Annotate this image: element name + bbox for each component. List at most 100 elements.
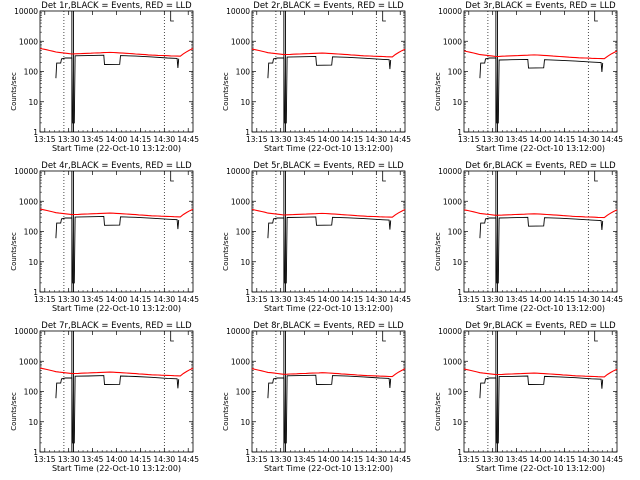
x-tick-label: 13:45 xyxy=(82,455,104,464)
y-axis-label: Counts/sec xyxy=(222,232,230,271)
x-axis-label: Start Time (22-Oct-10 13:12:00) xyxy=(52,304,181,313)
x-tick-label: 13:15 xyxy=(34,295,56,304)
plot-frame xyxy=(39,330,194,453)
x-tick-label: 13:45 xyxy=(294,135,316,144)
x-tick-label: 14:00 xyxy=(106,455,128,464)
x-tick-label: 13:30 xyxy=(482,455,504,464)
x-tick-label: 13:45 xyxy=(506,455,528,464)
x-tick-label: 14:45 xyxy=(601,135,623,144)
x-tick-label: 14:00 xyxy=(106,295,128,304)
x-tick-label: 13:30 xyxy=(482,135,504,144)
y-tick-label: 1000 xyxy=(231,357,250,366)
y-tick-label: 10000 xyxy=(226,7,250,16)
y-tick-label: 10 xyxy=(452,98,462,107)
x-tick-label: 13:15 xyxy=(34,135,56,144)
y-axis-label: Counts/sec xyxy=(434,72,442,111)
y-tick-label: 1000 xyxy=(19,37,38,46)
panel-det-8: Det 8r,BLACK = Events, RED = LLD 1 10 100 10… xyxy=(222,321,411,473)
y-tick-label: 1000 xyxy=(443,37,462,46)
y-tick-label: 1 xyxy=(245,448,250,457)
x-tick-label: 13:15 xyxy=(34,455,56,464)
events-series-line xyxy=(267,55,392,124)
y-tick-label: 10 xyxy=(240,258,250,267)
events-series-line xyxy=(479,375,604,444)
y-tick-label: 10 xyxy=(28,98,38,107)
x-tick-label: 13:30 xyxy=(270,295,292,304)
x-tick-label: 14:00 xyxy=(106,135,128,144)
panel-title: Det 4r,BLACK = Events, RED = LLD xyxy=(41,161,192,171)
panel-det-7: Det 7r,BLACK = Events, RED = LLD 1 10 100 10… xyxy=(10,321,199,473)
x-tick-label: 14:15 xyxy=(342,455,364,464)
y-tick-label: 1 xyxy=(33,288,38,297)
x-tick-label: 13:45 xyxy=(506,295,528,304)
plot-frame xyxy=(463,10,618,133)
y-tick-label: 100 xyxy=(24,388,39,397)
y-axis-label: Counts/sec xyxy=(434,232,442,271)
y-axis-label: Counts/sec xyxy=(222,392,230,431)
x-tick-label: 13:30 xyxy=(58,135,80,144)
y-tick-label: 1000 xyxy=(231,197,250,206)
x-axis-label: Start Time (22-Oct-10 13:12:00) xyxy=(476,464,605,473)
y-tick-label: 1000 xyxy=(443,357,462,366)
x-axis-label: Start Time (22-Oct-10 13:12:00) xyxy=(264,144,393,153)
x-tick-label: 14:45 xyxy=(389,295,411,304)
bracket-marker xyxy=(382,171,386,182)
y-tick-label: 1 xyxy=(33,128,38,137)
y-tick-label: 1000 xyxy=(19,197,38,206)
lld-series-line xyxy=(39,208,194,218)
lld-series-line xyxy=(39,47,194,57)
x-tick-label: 14:30 xyxy=(154,135,176,144)
panel-det-6: Det 6r,BLACK = Events, RED = LLD 1 10 100 10… xyxy=(434,161,623,313)
plot-frame xyxy=(39,170,194,293)
lld-series-line xyxy=(463,368,618,378)
panel-title: Det 3r,BLACK = Events, RED = LLD xyxy=(465,1,616,11)
x-tick-label: 14:15 xyxy=(130,135,152,144)
y-tick-label: 10 xyxy=(240,418,250,427)
y-tick-label: 10 xyxy=(452,258,462,267)
x-tick-label: 14:45 xyxy=(601,455,623,464)
x-tick-label: 14:15 xyxy=(342,295,364,304)
lld-series-line xyxy=(463,50,618,60)
x-tick-label: 14:00 xyxy=(318,295,340,304)
y-tick-label: 10 xyxy=(452,418,462,427)
x-tick-label: 14:30 xyxy=(366,135,388,144)
bracket-marker xyxy=(382,331,386,342)
y-tick-label: 10000 xyxy=(14,7,38,16)
y-tick-label: 100 xyxy=(24,68,39,77)
y-tick-label: 100 xyxy=(24,228,39,237)
x-tick-label: 14:30 xyxy=(578,295,600,304)
x-tick-label: 14:00 xyxy=(318,455,340,464)
x-tick-label: 13:15 xyxy=(458,295,480,304)
panel-det-5: Det 5r,BLACK = Events, RED = LLD 1 10 100 10… xyxy=(222,161,411,313)
y-tick-label: 1 xyxy=(457,448,462,457)
x-tick-label: 14:45 xyxy=(389,135,411,144)
y-tick-label: 100 xyxy=(448,228,463,237)
lld-series-line xyxy=(251,368,406,378)
panel-title: Det 6r,BLACK = Events, RED = LLD xyxy=(465,161,616,171)
panel-title: Det 2r,BLACK = Events, RED = LLD xyxy=(253,1,404,11)
plot-frame xyxy=(251,170,406,293)
x-tick-label: 14:15 xyxy=(130,455,152,464)
events-series-line xyxy=(55,215,180,284)
x-tick-label: 13:45 xyxy=(82,295,104,304)
y-axis-label: Counts/sec xyxy=(434,392,442,431)
y-axis-label: Counts/sec xyxy=(10,72,18,111)
x-tick-label: 13:30 xyxy=(270,135,292,144)
x-tick-label: 14:15 xyxy=(554,135,576,144)
x-tick-label: 13:15 xyxy=(246,455,268,464)
x-axis-label: Start Time (22-Oct-10 13:12:00) xyxy=(52,144,181,153)
events-series-line xyxy=(267,216,392,284)
x-tick-label: 13:30 xyxy=(270,455,292,464)
x-tick-label: 14:15 xyxy=(130,295,152,304)
x-axis-label: Start Time (22-Oct-10 13:12:00) xyxy=(476,304,605,313)
x-tick-label: 13:45 xyxy=(294,455,316,464)
x-tick-label: 14:15 xyxy=(342,135,364,144)
panel-det-2: Det 2r,BLACK = Events, RED = LLD 1 10 100 10… xyxy=(222,1,411,153)
y-tick-label: 10000 xyxy=(226,327,250,336)
x-axis-label: Start Time (22-Oct-10 13:12:00) xyxy=(476,144,605,153)
x-tick-label: 14:00 xyxy=(318,135,340,144)
y-tick-label: 10000 xyxy=(438,7,462,16)
x-axis-label: Start Time (22-Oct-10 13:12:00) xyxy=(264,464,393,473)
bracket-marker xyxy=(170,171,174,182)
